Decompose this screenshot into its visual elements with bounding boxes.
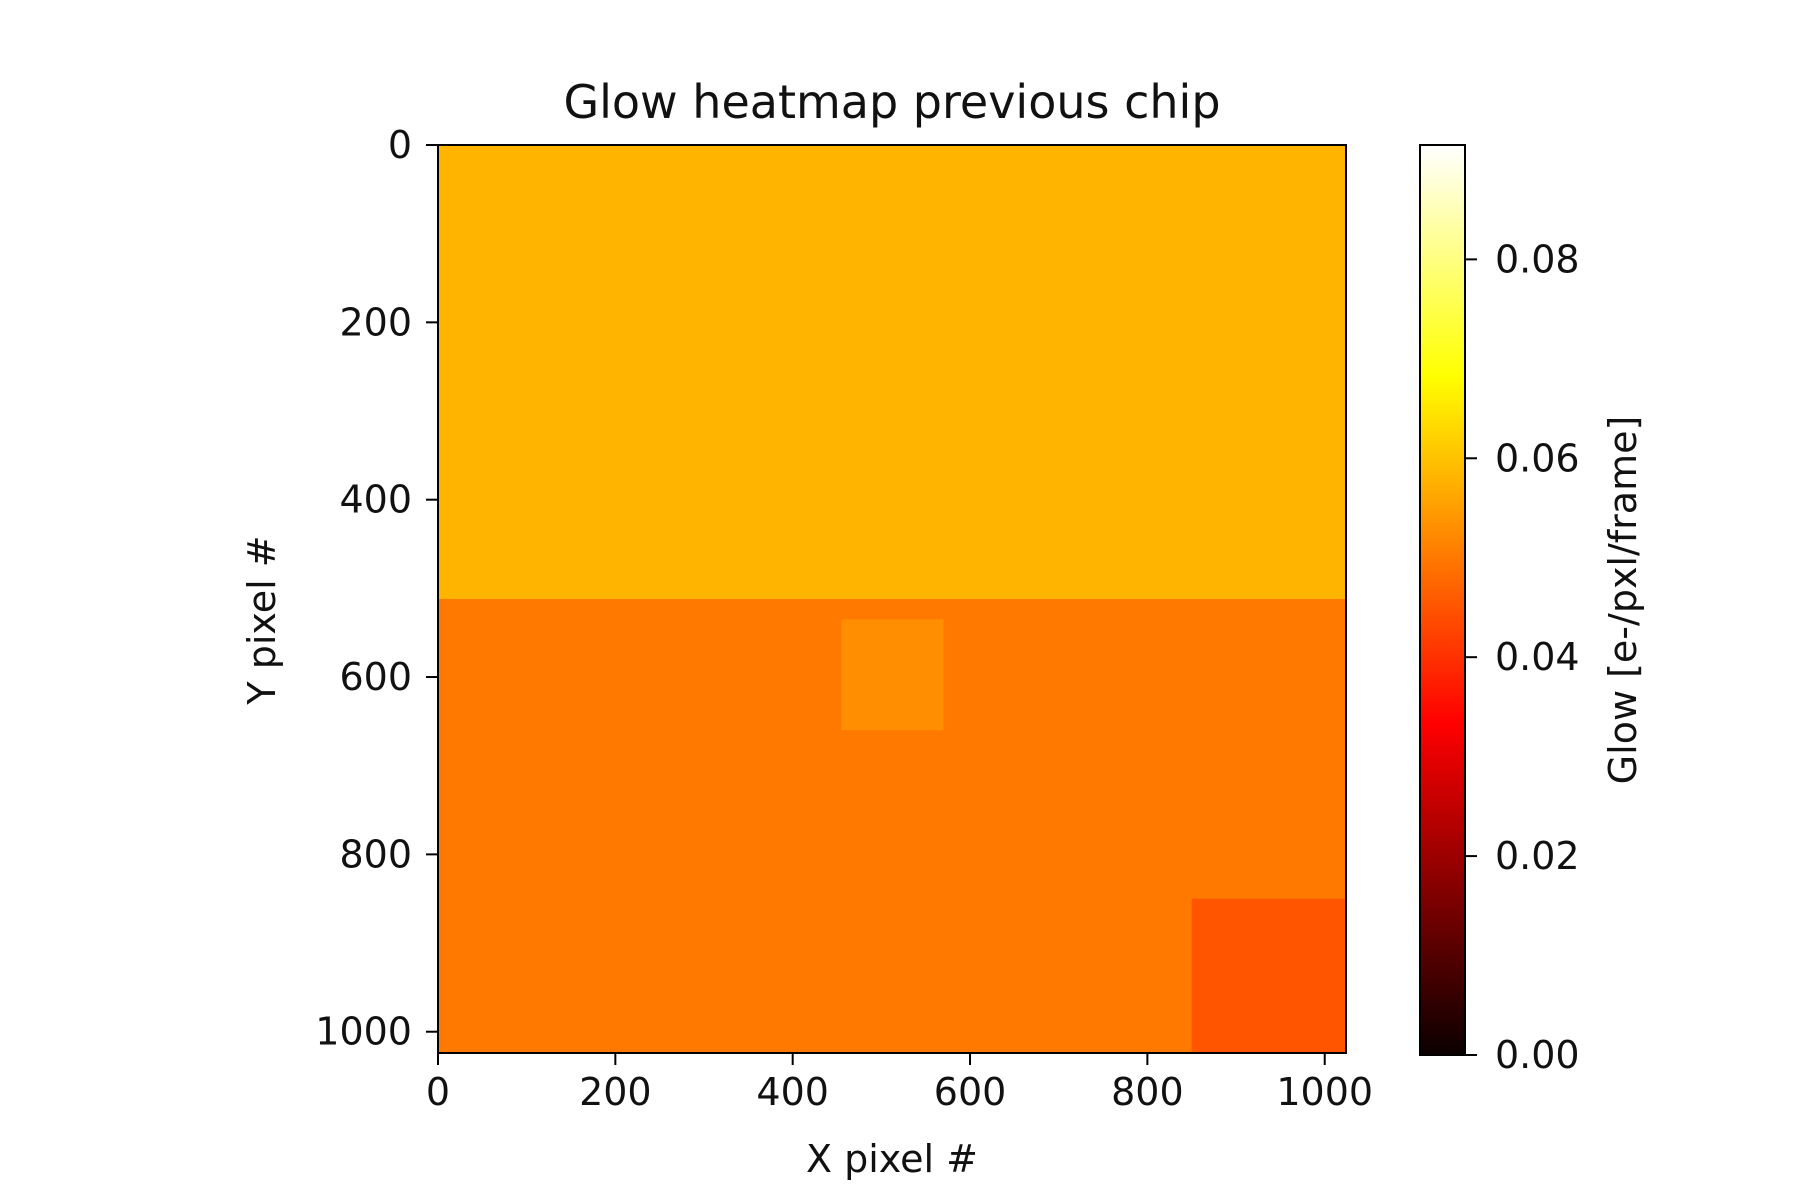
- colorbar: 0.00 0.02 0.04 0.06 0.08: [1419, 144, 1580, 1077]
- plot-frame: [437, 144, 1347, 1054]
- heatmap-region-4: [1191, 898, 1346, 1053]
- y-axis: 0 200 400 600 800 1000: [315, 123, 438, 1054]
- y-axis-label: Y pixel #: [240, 535, 284, 705]
- plot-area: [437, 144, 1347, 1054]
- colorbar-label: Glow [e-/pxl/frame]: [1601, 416, 1645, 785]
- x-tick-label: 400: [756, 1070, 829, 1114]
- y-tick-label: 0: [388, 123, 412, 167]
- chart-title: Glow heatmap previous chip: [563, 75, 1220, 129]
- colorbar-tick-label: 0.08: [1495, 237, 1580, 281]
- colorbar-tick-label: 0.02: [1495, 834, 1580, 878]
- x-tick-label: 1000: [1276, 1070, 1373, 1114]
- colorbar-tick-label: 0.06: [1495, 436, 1580, 480]
- y-tick-label: 400: [339, 478, 412, 522]
- x-tick-label: 200: [579, 1070, 652, 1114]
- colorbar-gradient: [1419, 144, 1466, 1056]
- colorbar-tick-label: 0.04: [1495, 635, 1580, 679]
- heatmap-region-3: [841, 619, 944, 731]
- heatmap-image: [438, 145, 1346, 1053]
- y-tick-label: 200: [339, 300, 412, 344]
- y-tick-label: 800: [339, 832, 412, 876]
- y-tick-label: 600: [339, 655, 412, 699]
- x-tick-label: 800: [1111, 1070, 1184, 1114]
- x-tick-label: 0: [426, 1070, 450, 1114]
- heatmap-region-1: [438, 145, 1346, 599]
- y-tick-label: 1000: [315, 1010, 412, 1054]
- x-tick-label: 600: [934, 1070, 1007, 1114]
- x-axis-label: X pixel #: [806, 1137, 978, 1181]
- x-axis: 0 200 400 600 800 1000: [426, 1053, 1373, 1114]
- colorbar-tick-label: 0.00: [1495, 1033, 1580, 1077]
